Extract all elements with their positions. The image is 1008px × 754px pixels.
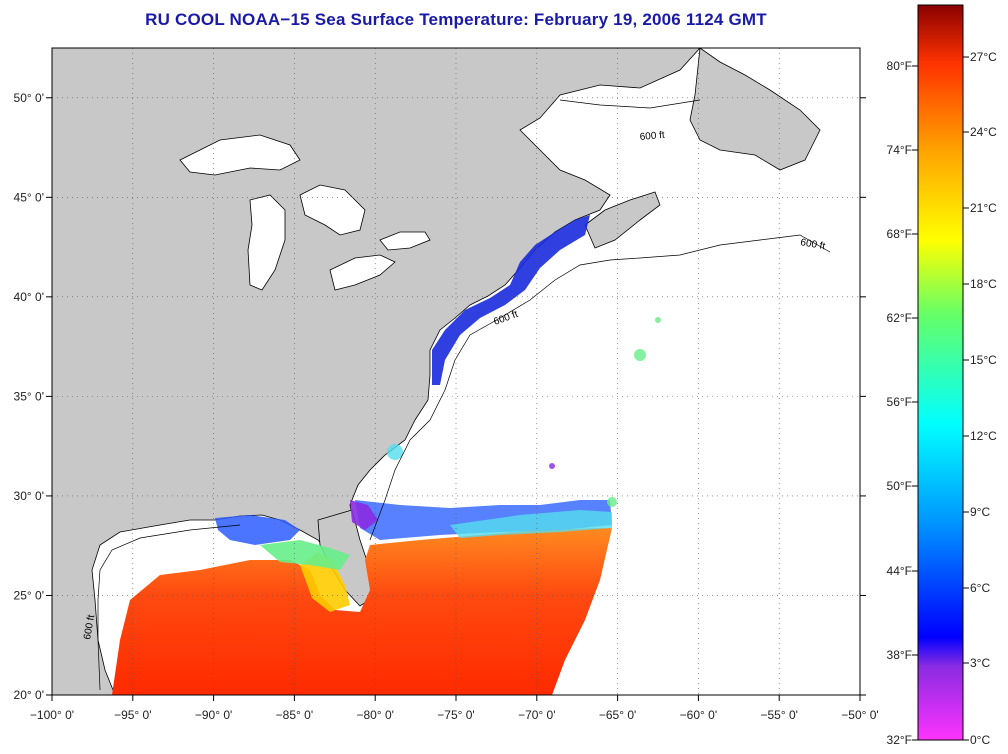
- colorbar-c-label: 6°C: [970, 581, 990, 595]
- colorbar-f-label: 50°F: [887, 479, 912, 493]
- lat-tick-label: 35° 0': [14, 389, 44, 403]
- land-maritimes: [689, 48, 821, 171]
- lat-tick-label: 30° 0': [14, 489, 44, 503]
- lon-tick-label: −50° 0': [841, 708, 878, 722]
- lat-tick-label: 45° 0': [14, 190, 44, 204]
- colorbar-c-label: 12°C: [970, 429, 997, 443]
- colorbar-c-label: 3°C: [970, 656, 990, 670]
- sst-gulf-warm: [112, 528, 612, 695]
- great-lakes: [179, 134, 431, 291]
- lon-tick-label: −90° 0': [195, 708, 232, 722]
- lon-tick-label: −75° 0': [437, 708, 474, 722]
- contour-label: 600 ft: [639, 130, 665, 143]
- lon-tick-label: −65° 0': [599, 708, 636, 722]
- colorbar-c-label: 15°C: [970, 353, 997, 367]
- colorbar-f-label: 44°F: [887, 564, 912, 578]
- colorbar-f-label: 38°F: [887, 648, 912, 662]
- sst-gulf-blue: [215, 515, 300, 545]
- lat-tick-label: 20° 0': [14, 688, 44, 702]
- colorbar-f-label: 56°F: [887, 395, 912, 409]
- sst-purple-spot: [350, 500, 378, 530]
- lon-tick-label: −100° 0': [30, 708, 74, 722]
- colorbar-c-label: 18°C: [970, 277, 997, 291]
- colorbar-f-label: 32°F: [887, 733, 912, 747]
- sst-gulf-yellow: [300, 552, 350, 612]
- colorbar-c-label: 9°C: [970, 505, 990, 519]
- colorbar-c-label: 0°C: [970, 733, 990, 747]
- lon-tick-label: −80° 0': [356, 708, 393, 722]
- colorbar-f-label: 62°F: [887, 311, 912, 325]
- contour-label: 600 ft: [82, 614, 97, 641]
- sst-ne-coast: [432, 215, 590, 385]
- lat-tick-label: 40° 0': [14, 290, 44, 304]
- map-title: RU COOL NOAA−15 Sea Surface Temperature:…: [145, 10, 767, 29]
- sst-green-band: [260, 540, 350, 570]
- colorbar-c-label: 24°C: [970, 125, 997, 139]
- land-nova-scotia: [584, 191, 661, 249]
- colorbar-f-label: 80°F: [887, 59, 912, 73]
- colorbar-c-label: 27°C: [970, 50, 997, 64]
- contour-label: 600 ft: [799, 237, 826, 252]
- colorbar-f-label: 68°F: [887, 227, 912, 241]
- lat-tick-label: 25° 0': [14, 588, 44, 602]
- sst-atlantic-cyan: [450, 510, 612, 538]
- lon-tick-label: −95° 0': [114, 708, 151, 722]
- lon-tick-label: −60° 0': [680, 708, 717, 722]
- colorbar: [917, 4, 964, 741]
- colorbar-c-label: 21°C: [970, 201, 997, 215]
- contour-600ft: [97, 99, 831, 691]
- lon-tick-label: −85° 0': [276, 708, 313, 722]
- lon-tick-label: −70° 0': [518, 708, 555, 722]
- lat-tick-label: 50° 0': [14, 91, 44, 105]
- colorbar-f-label: 74°F: [887, 143, 912, 157]
- lon-tick-label: −55° 0': [760, 708, 797, 722]
